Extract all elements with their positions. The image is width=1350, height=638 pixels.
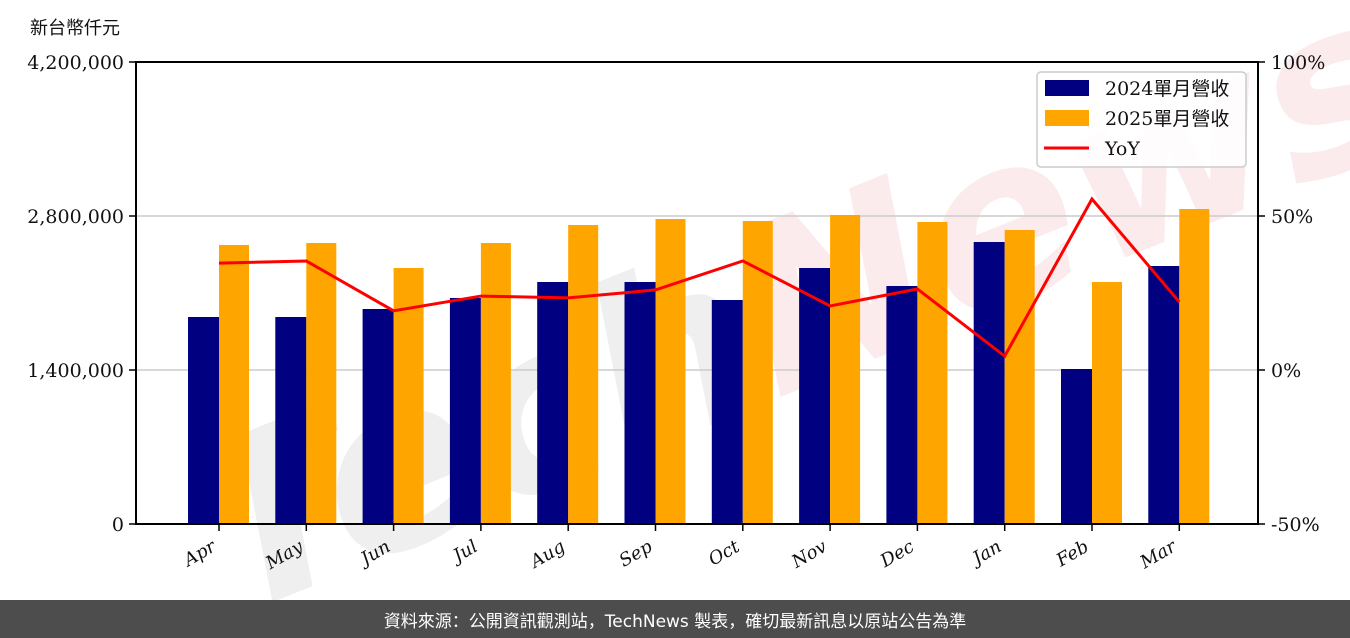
svg-text:4,200,000: 4,200,000 — [27, 52, 124, 74]
footer-text: 資料來源：公開資訊觀測站，TechNews 製表，確切最新訊息以原站公告為準 — [383, 611, 967, 632]
legend-item-label: 2025單月營收 — [1105, 108, 1229, 130]
bar-2025-sep — [655, 219, 686, 525]
bar-2024-jan — [973, 242, 1005, 524]
bar-2024-aug — [537, 282, 569, 524]
x-tick-label: Jan — [966, 536, 1006, 571]
source-footer: 資料來源：公開資訊觀測站，TechNews 製表，確切最新訊息以原站公告為準 — [0, 600, 1350, 638]
bar-2025-jul — [480, 243, 511, 524]
bar-2024-sep — [624, 282, 656, 524]
x-tick-label: Feb — [1052, 536, 1093, 572]
bar-2024-jun — [362, 308, 394, 524]
bar-2025-nov — [830, 214, 861, 524]
x-tick-label: Sep — [616, 536, 657, 572]
x-tick-label: Oct — [705, 536, 744, 571]
bar-2025-apr — [219, 244, 249, 524]
svg-text:100%: 100% — [1271, 52, 1325, 74]
bar-2024-jul — [449, 297, 481, 524]
svg-text:-50%: -50% — [1271, 514, 1320, 536]
bar-series — [188, 209, 1210, 525]
legend: 2024單月營收 2025單月營收 YoY — [1036, 71, 1247, 168]
bar-2024-dec — [886, 286, 918, 524]
svg-text:2,800,000: 2,800,000 — [27, 206, 124, 228]
revenue-chart: TechNews 01,400,0002,800,0004,200,000-50… — [27, 0, 1350, 600]
svg-text:1,400,000: 1,400,000 — [27, 360, 124, 382]
bar-2025-oct — [742, 221, 773, 524]
bar-2024-nov — [799, 267, 831, 524]
bar-2024-may — [275, 317, 307, 524]
bar-2025-mar — [1179, 209, 1210, 524]
legend-item-label: YoY — [1104, 138, 1140, 160]
bar-2024-mar — [1148, 265, 1180, 524]
bar-2025-feb — [1092, 282, 1122, 524]
bar-2024-oct — [711, 299, 743, 524]
legend-item-label: 2024單月營收 — [1105, 78, 1229, 100]
bar-2024-feb — [1061, 368, 1092, 524]
svg-text:0: 0 — [112, 514, 124, 536]
bar-2024-apr — [188, 317, 219, 524]
x-tick-label: Nov — [787, 536, 830, 573]
y-axis-unit-label: 新台幣仟元 — [30, 18, 120, 39]
x-tick-label: Dec — [876, 536, 918, 572]
svg-text:50%: 50% — [1271, 206, 1313, 228]
bar-2025-jan — [1004, 230, 1035, 525]
bar-2025-dec — [917, 221, 948, 524]
svg-text:0%: 0% — [1271, 360, 1301, 382]
yoy-line — [218, 196, 1181, 359]
bar-2025-may — [306, 243, 337, 524]
x-tick-label: Mar — [1136, 535, 1181, 573]
bar-2025-aug — [568, 224, 599, 525]
